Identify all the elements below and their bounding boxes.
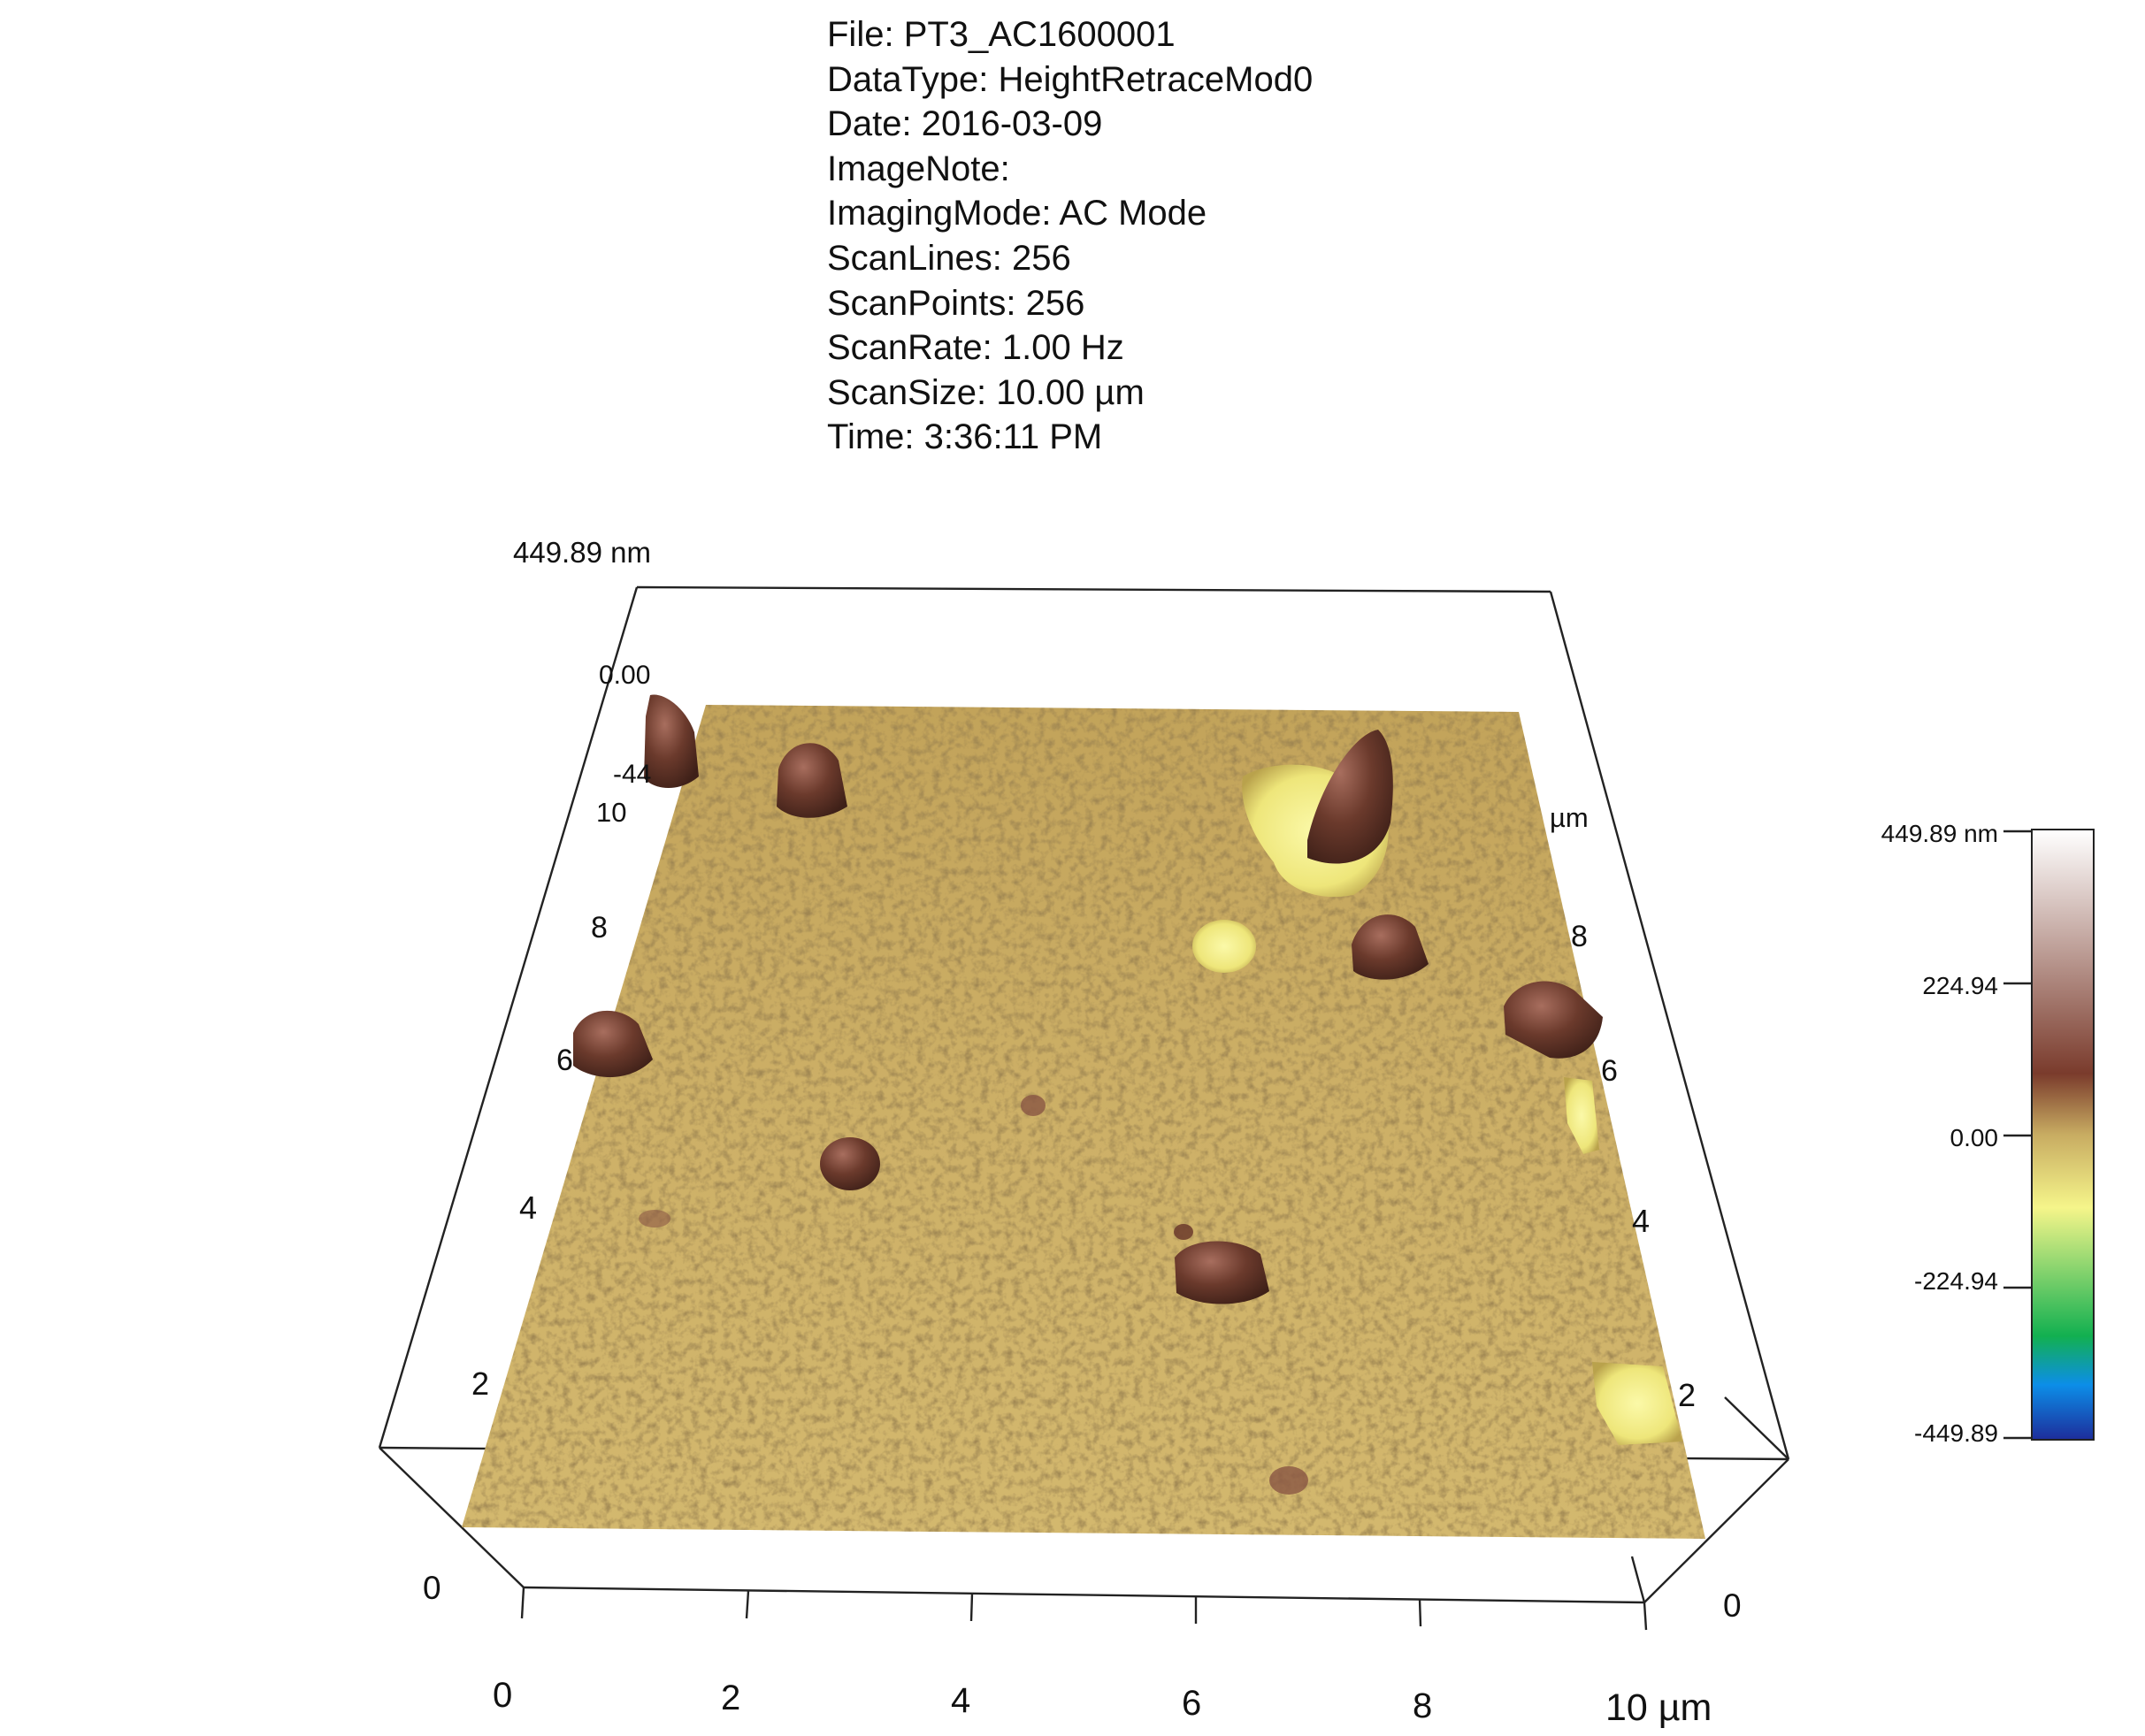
colorbar: 449.89 nm 224.94 0.00 -224.94 -449.89 bbox=[1881, 820, 2095, 1447]
x-tick-mark-0 bbox=[520, 1587, 525, 1619]
x-tick-label-6: 6 bbox=[1182, 1684, 1201, 1723]
surface-particle bbox=[1174, 1224, 1193, 1240]
colorbar-label-min: -449.89 bbox=[1914, 1419, 1998, 1447]
colorbar-label-zero: 0.00 bbox=[1950, 1124, 1999, 1151]
metadata-imagingmode: ImagingMode: AC Mode bbox=[827, 194, 1207, 233]
x-tick-mark-10 bbox=[1643, 1602, 1648, 1631]
x-tick-label-0: 0 bbox=[493, 1676, 512, 1715]
x-tick-label-2: 2 bbox=[721, 1679, 740, 1717]
metadata-scanpoints: ScanPoints: 256 bbox=[827, 283, 1085, 323]
box-right-edge bbox=[1549, 591, 1790, 1460]
y-axis-right-unit: µm bbox=[1550, 802, 1589, 833]
box-right-foot bbox=[1643, 1458, 1789, 1603]
z-tick-label-0: 0.00 bbox=[599, 661, 650, 690]
metadata-scanrate: ScanRate: 1.00 Hz bbox=[827, 328, 1124, 368]
y-axis-right-label-8: 8 bbox=[1571, 920, 1588, 953]
metadata-date: Date: 2016-03-09 bbox=[827, 104, 1103, 144]
z-axis-max-label: 449.89 nm bbox=[513, 536, 651, 569]
sample-surface bbox=[462, 694, 1705, 1539]
box-left-edge bbox=[378, 586, 639, 1449]
x-tick-label-8: 8 bbox=[1413, 1686, 1432, 1725]
scan-metadata: File: PT3_AC1600001 DataType: HeightRetr… bbox=[827, 12, 1313, 460]
surface-particle bbox=[1504, 981, 1603, 1059]
y-axis-left-label-8: 8 bbox=[591, 911, 608, 944]
colorbar-label-high: 224.94 bbox=[1922, 972, 1998, 999]
metadata-file: File: PT3_AC1600001 bbox=[827, 15, 1176, 54]
metadata-imagenote: ImageNote: bbox=[827, 149, 1010, 188]
y-axis-left-label-2: 2 bbox=[471, 1365, 489, 1402]
y-axis-left-label-0: 0 bbox=[423, 1570, 441, 1606]
surface-particle bbox=[1269, 1466, 1308, 1495]
y-axis-left-label-6: 6 bbox=[556, 1044, 573, 1077]
metadata-datatype: DataType: HeightRetraceMod0 bbox=[827, 59, 1314, 99]
metadata-scanlines: ScanLines: 256 bbox=[827, 238, 1071, 278]
box-right-corner-edge bbox=[1630, 1556, 1646, 1603]
surface-particle bbox=[639, 1210, 670, 1227]
box-base-edge bbox=[523, 1586, 1645, 1604]
y-axis-right-label-6: 6 bbox=[1601, 1054, 1618, 1088]
x-tick-label-10: 10 µm bbox=[1605, 1686, 1712, 1729]
surface-particle bbox=[777, 743, 847, 818]
box-top-back-edge bbox=[636, 585, 1551, 593]
colorbar-label-max: 449.89 nm bbox=[1881, 820, 1998, 847]
surface-pit bbox=[1564, 1077, 1599, 1154]
surface-particle bbox=[1021, 1095, 1046, 1116]
metadata-scansize: ScanSize: 10.00 µm bbox=[827, 372, 1145, 412]
surface-particle bbox=[1352, 914, 1429, 980]
surface-particle bbox=[1175, 1241, 1269, 1304]
x-axis-ticks bbox=[520, 1587, 1648, 1631]
surface-texture bbox=[462, 705, 1705, 1539]
y-axis-right-label-4: 4 bbox=[1632, 1203, 1650, 1239]
surface-particle bbox=[644, 694, 699, 789]
surface-pit bbox=[1192, 920, 1256, 973]
surface-particle bbox=[820, 1137, 880, 1190]
metadata-time: Time: 3:36:11 PM bbox=[827, 417, 1103, 457]
colorbar-gradient bbox=[2031, 829, 2095, 1441]
surface-pit bbox=[1592, 1362, 1682, 1445]
x-tick-mark-4 bbox=[969, 1593, 974, 1622]
surface-particle bbox=[1307, 730, 1393, 864]
surface-particle bbox=[573, 1010, 653, 1078]
box-left-foot bbox=[379, 1447, 525, 1588]
x-tick-mark-2 bbox=[745, 1590, 750, 1619]
z-tick-label-1: -44 bbox=[613, 760, 651, 789]
y-axis-right-label-0: 0 bbox=[1723, 1587, 1742, 1624]
box-right-inner-edge bbox=[1724, 1396, 1789, 1460]
y-axis-right-label-2: 2 bbox=[1678, 1377, 1696, 1413]
y-axis-left-label-4: 4 bbox=[519, 1189, 537, 1226]
x-tick-mark-8 bbox=[1418, 1598, 1422, 1627]
x-tick-label-4: 4 bbox=[951, 1681, 970, 1720]
y-axis-left-label-10: 10 bbox=[596, 797, 626, 828]
colorbar-label-low: -224.94 bbox=[1914, 1267, 1998, 1295]
